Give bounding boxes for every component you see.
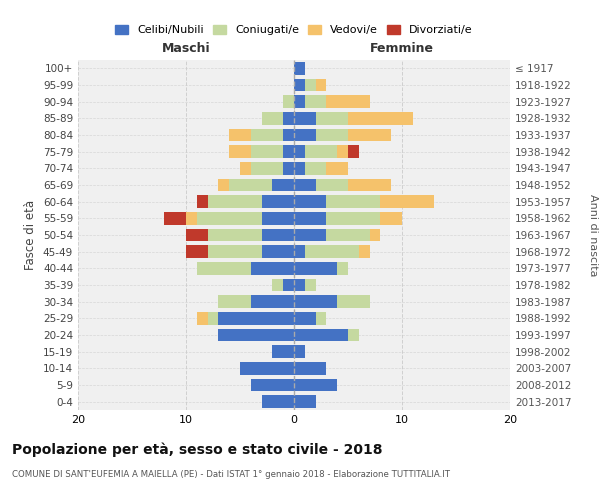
Bar [251,146,283,158]
Bar [229,129,251,141]
Bar [262,229,294,241]
Bar [348,129,391,141]
Bar [283,162,294,174]
Bar [348,112,413,124]
Bar [208,196,262,208]
Bar [294,279,305,291]
Y-axis label: Fasce di età: Fasce di età [25,200,37,270]
Bar [251,296,294,308]
Bar [305,96,326,108]
Text: Maschi: Maschi [161,42,211,55]
Bar [305,146,337,158]
Bar [294,79,305,92]
Bar [208,246,262,258]
Bar [337,262,348,274]
Bar [294,296,337,308]
Bar [283,96,294,108]
Bar [272,346,294,358]
Bar [294,212,326,224]
Bar [251,379,294,391]
Bar [294,329,348,341]
Bar [348,329,359,341]
Bar [283,129,294,141]
Bar [218,296,251,308]
Bar [370,229,380,241]
Bar [305,79,316,92]
Bar [380,196,434,208]
Bar [186,229,208,241]
Bar [283,146,294,158]
Bar [283,112,294,124]
Bar [218,179,229,192]
Bar [262,396,294,408]
Bar [251,129,283,141]
Bar [326,229,370,241]
Bar [240,362,294,374]
Bar [283,279,294,291]
Bar [186,246,208,258]
Bar [359,246,370,258]
Bar [229,179,272,192]
Bar [240,162,251,174]
Bar [294,196,326,208]
Bar [294,62,305,74]
Bar [262,246,294,258]
Bar [316,79,326,92]
Bar [316,112,348,124]
Legend: Celibi/Nubili, Coniugati/e, Vedovi/e, Divorziati/e: Celibi/Nubili, Coniugati/e, Vedovi/e, Di… [111,20,477,40]
Bar [186,212,197,224]
Bar [262,212,294,224]
Text: COMUNE DI SANT'EUFEMIA A MAIELLA (PE) - Dati ISTAT 1° gennaio 2018 - Elaborazion: COMUNE DI SANT'EUFEMIA A MAIELLA (PE) - … [12,470,450,479]
Bar [294,379,337,391]
Bar [197,196,208,208]
Bar [326,96,370,108]
Bar [380,212,402,224]
Text: Popolazione per età, sesso e stato civile - 2018: Popolazione per età, sesso e stato civil… [12,442,383,457]
Bar [294,246,305,258]
Bar [164,212,186,224]
Bar [294,262,337,274]
Bar [208,312,218,324]
Bar [316,179,348,192]
Bar [251,162,283,174]
Bar [218,329,294,341]
Bar [316,129,348,141]
Bar [337,146,348,158]
Bar [197,312,208,324]
Bar [251,262,294,274]
Bar [305,162,326,174]
Bar [272,179,294,192]
Bar [294,129,316,141]
Bar [326,196,380,208]
Bar [197,262,251,274]
Bar [294,346,305,358]
Bar [326,162,348,174]
Bar [348,146,359,158]
Bar [294,146,305,158]
Bar [208,229,262,241]
Bar [337,296,370,308]
Bar [294,112,316,124]
Bar [229,146,251,158]
Bar [197,212,262,224]
Bar [262,196,294,208]
Bar [294,96,305,108]
Bar [305,279,316,291]
Bar [305,246,359,258]
Bar [218,312,294,324]
Bar [294,362,326,374]
Bar [326,212,380,224]
Bar [294,179,316,192]
Bar [262,112,283,124]
Bar [294,312,316,324]
Bar [294,396,316,408]
Bar [294,162,305,174]
Y-axis label: Anni di nascita: Anni di nascita [588,194,598,276]
Bar [272,279,283,291]
Bar [348,179,391,192]
Bar [316,312,326,324]
Bar [294,229,326,241]
Text: Femmine: Femmine [370,42,434,55]
